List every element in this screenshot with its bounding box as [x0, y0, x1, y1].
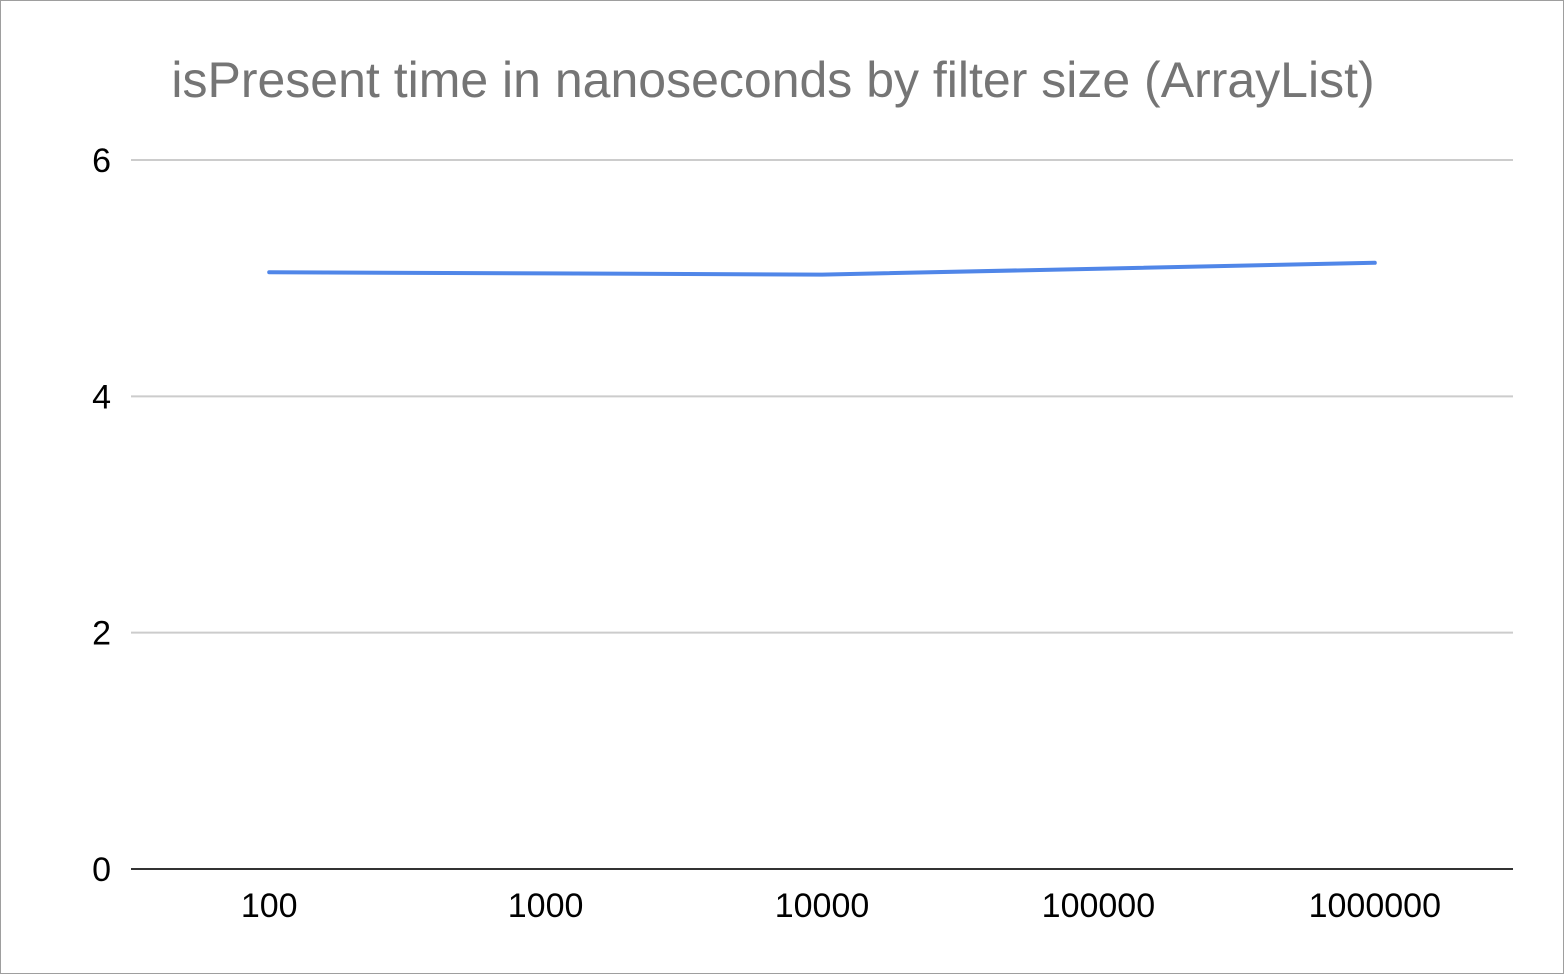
x-tick-label: 100 [241, 887, 298, 925]
series-line [267, 260, 1377, 277]
x-tick-label: 100000 [1042, 887, 1155, 925]
gridlines [131, 159, 1513, 870]
y-axis-tick-labels: 0 2 4 6 [92, 142, 111, 889]
y-tick-label: 0 [92, 851, 111, 889]
chart-title: isPresent time in nanoseconds by filter … [171, 52, 1374, 108]
y-tick-label: 2 [92, 615, 111, 653]
x-tick-label: 10000 [775, 887, 870, 925]
series-layer [267, 260, 1377, 277]
x-tick-label: 1000000 [1309, 887, 1441, 925]
x-axis-tick-labels: 100 1000 10000 100000 1000000 [241, 887, 1441, 925]
y-tick-label: 4 [92, 378, 111, 416]
x-tick-label: 1000 [508, 887, 584, 925]
y-tick-label: 6 [92, 142, 111, 180]
